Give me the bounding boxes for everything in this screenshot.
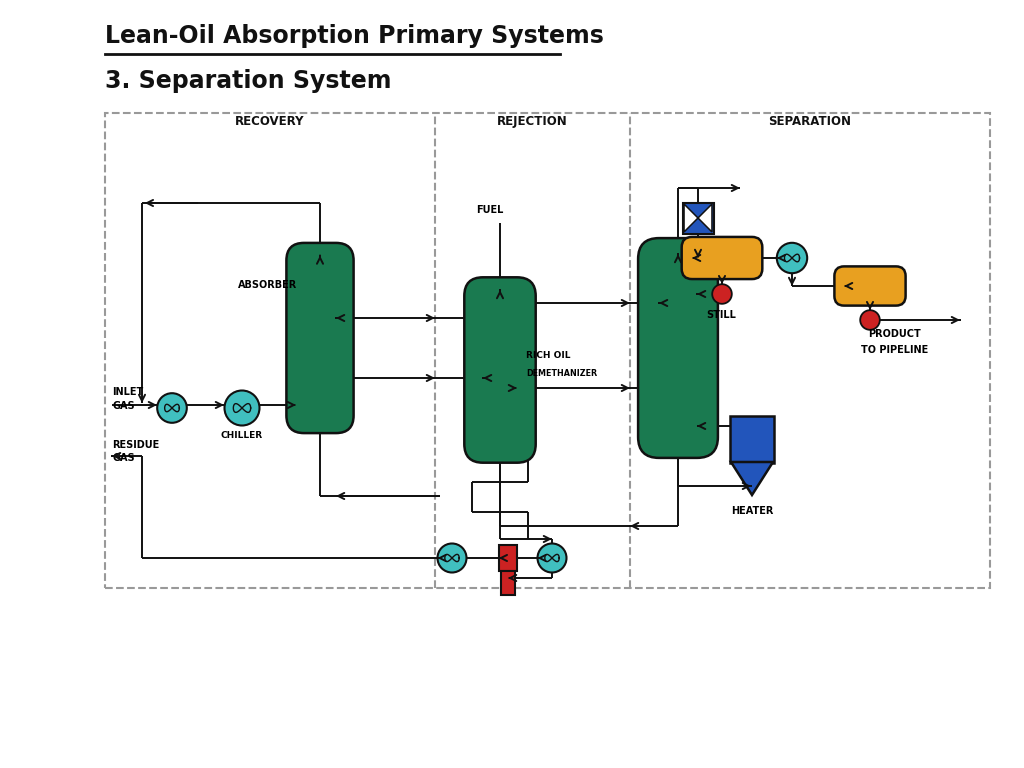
Circle shape (224, 390, 259, 425)
FancyBboxPatch shape (683, 203, 714, 233)
Circle shape (713, 284, 732, 304)
Text: FUEL: FUEL (476, 205, 504, 215)
FancyBboxPatch shape (464, 277, 536, 462)
FancyBboxPatch shape (501, 571, 515, 595)
Text: REJECTION: REJECTION (497, 115, 568, 128)
FancyBboxPatch shape (682, 237, 762, 279)
FancyBboxPatch shape (835, 266, 905, 306)
Polygon shape (731, 462, 773, 495)
Text: HEATER: HEATER (731, 506, 773, 516)
Text: STILL: STILL (706, 310, 736, 320)
Text: PRODUCT: PRODUCT (868, 329, 922, 339)
Text: GAS: GAS (112, 453, 134, 463)
Text: DEMETHANIZER: DEMETHANIZER (526, 369, 597, 378)
Polygon shape (698, 204, 712, 232)
Text: ABSORBER: ABSORBER (239, 280, 298, 290)
Text: GAS: GAS (112, 401, 134, 411)
Text: RECOVERY: RECOVERY (236, 115, 305, 128)
Text: TO PIPELINE: TO PIPELINE (861, 345, 929, 355)
Circle shape (437, 544, 467, 572)
FancyBboxPatch shape (638, 238, 718, 458)
Text: INLET: INLET (112, 387, 143, 397)
FancyBboxPatch shape (499, 545, 517, 571)
Circle shape (860, 310, 880, 329)
FancyBboxPatch shape (287, 243, 353, 433)
Text: Lean-Oil Absorption Primary Systems: Lean-Oil Absorption Primary Systems (105, 24, 604, 48)
Circle shape (158, 393, 186, 423)
Text: RICH OIL: RICH OIL (526, 351, 570, 360)
Text: SEPARATION: SEPARATION (768, 115, 852, 128)
Polygon shape (684, 204, 698, 232)
Circle shape (538, 544, 566, 572)
FancyBboxPatch shape (730, 416, 774, 463)
Circle shape (777, 243, 807, 273)
Text: 3. Separation System: 3. Separation System (105, 69, 391, 93)
Text: CHILLER: CHILLER (221, 431, 263, 439)
Text: RESIDUE: RESIDUE (112, 440, 160, 450)
